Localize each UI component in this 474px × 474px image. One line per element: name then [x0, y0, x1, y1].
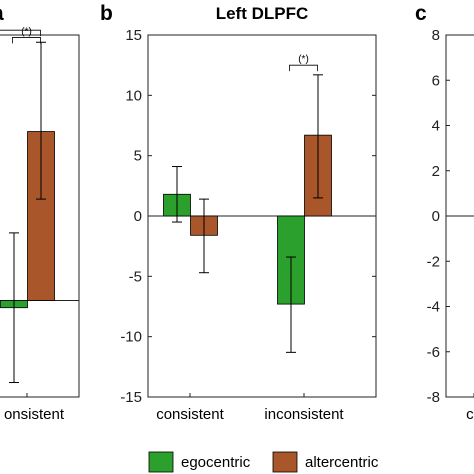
legend-label-altercentric: altercentric — [305, 454, 379, 471]
legend-label-egocentric: egocentric — [181, 454, 251, 471]
legend-swatch-egocentric — [148, 451, 174, 473]
y-tick-label: -10 — [120, 329, 142, 346]
legend-swatch-altercentric — [272, 451, 298, 473]
y-tick-label: 10 — [125, 87, 142, 104]
y-tick-label: 8 — [432, 27, 440, 44]
y-tick-label: -6 — [427, 344, 440, 361]
panels-group: onsistent (*) -15 -10 -5 0 5 10 15 consistent inco… — [0, 2, 474, 423]
chart-panel-b: -15 -10 -5 0 5 10 15 consistent inconsistent (*) — [120, 27, 377, 423]
category-label: inconsistent — [264, 406, 344, 423]
legend: egocentric altercentric — [148, 451, 379, 473]
significance-bracket — [12, 37, 41, 44]
y-tick-label: 6 — [432, 72, 440, 89]
panel-letter-c: c — [415, 2, 427, 25]
y-tick-label: 5 — [134, 148, 142, 165]
panel-letter-b: b — [100, 2, 113, 25]
y-tick-label: 0 — [134, 208, 142, 225]
y-tick-label: 15 — [125, 27, 142, 44]
panel-title: Left DLPFC — [216, 4, 309, 23]
significance-label: (*) — [298, 54, 309, 65]
significance-label: (*) — [21, 26, 32, 37]
chart-panel-a: onsistent (*) — [0, 26, 80, 423]
y-tick-label: 2 — [432, 163, 440, 180]
y-tick-label: -2 — [427, 253, 440, 270]
chart-panel-c: -8 -6 -4 -2 0 2 4 6 8 co — [427, 27, 474, 423]
y-tick-label: -5 — [129, 268, 142, 285]
panel-letter-a-cropped: a — [0, 2, 4, 25]
category-label: onsistent — [4, 406, 65, 423]
significance-bracket — [289, 64, 318, 72]
y-tick-label: -15 — [120, 389, 142, 406]
y-tick-label: 0 — [432, 208, 440, 225]
y-tick-label: 4 — [432, 118, 440, 135]
plot-frame — [0, 34, 80, 398]
category-label: consistent — [156, 406, 224, 423]
y-tick-label: -8 — [427, 389, 440, 406]
significance-bracket — [0, 29, 41, 37]
y-tick-label: -4 — [427, 299, 440, 316]
category-label: co — [466, 406, 474, 423]
